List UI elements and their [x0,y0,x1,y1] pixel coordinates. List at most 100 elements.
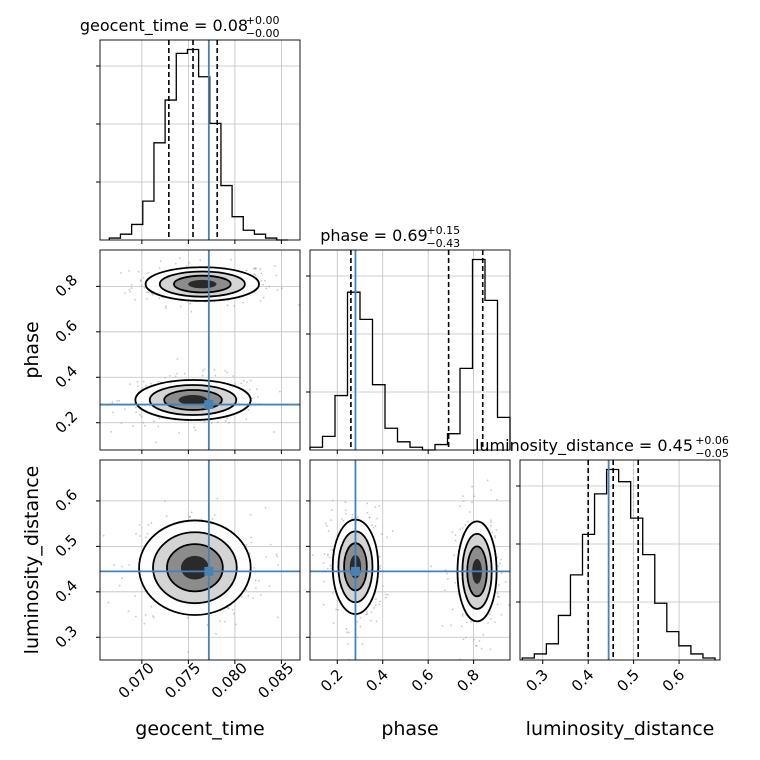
y-tick-label: 0.3 [52,622,82,652]
sample-point [245,543,248,546]
x-tick-label: 0.085 [254,659,297,702]
sample-point [273,264,276,267]
sample-point [490,525,492,527]
sample-point [183,372,186,375]
x-tick-label: 0.080 [208,659,251,702]
sample-point [491,531,494,534]
y-axis-label-luminosity_distance: luminosity_distance [21,466,43,655]
sample-point [157,380,160,383]
sample-point [430,565,433,568]
sample-point [268,285,271,288]
sample-point [254,587,257,589]
sample-point [326,567,329,570]
sample-point [201,374,204,377]
x-axis-label-luminosity_distance: luminosity_distance [526,718,715,740]
y-tick-label: 0.4 [52,362,82,392]
sample-point [189,302,192,305]
sample-point [322,561,325,564]
sample-point [494,536,497,539]
contour-line [163,389,223,411]
sample-point [151,615,154,617]
sample-point [218,620,221,623]
sample-point [249,379,252,382]
sample-point [203,368,206,371]
sample-point [378,555,381,558]
sample-point [327,553,329,556]
sample-point [146,271,149,274]
sample-point [453,554,455,557]
sample-point [120,422,123,425]
sample-point [135,406,137,409]
sample-point [144,424,146,427]
title-sub: −0.00 [246,27,280,40]
sample-point [89,386,91,388]
sample-point [134,595,137,597]
contour-line [173,274,232,294]
sample-point [165,515,168,518]
sample-point [234,383,236,385]
y-tick-label: 0.2 [52,407,82,437]
sample-point [92,560,94,562]
sample-point [332,622,335,625]
sample-point [324,522,327,525]
sample-point [454,581,457,584]
sample-point [378,603,381,606]
sample-point [365,613,368,616]
sample-point [265,555,268,558]
sample-point [193,426,196,429]
panel-geocent_time-luminosity_distance [99,459,301,661]
sample-point [449,624,452,627]
sample-point [128,270,131,272]
sample-point [340,518,343,520]
sample-point [145,297,148,300]
sample-point [249,513,252,516]
sample-point [366,511,369,514]
sample-point [331,548,334,551]
sample-point [124,292,127,294]
sample-point [494,621,496,624]
sample-point [473,638,476,641]
sample-point [127,610,130,613]
sample-point [465,621,468,624]
sample-point [359,625,362,628]
sample-point [369,619,372,622]
sample-point [97,410,99,412]
x-tick-label: 0.6 [408,666,438,696]
diag-panel-phase [309,249,511,451]
histogram-geocent_time [108,48,288,241]
sample-point [179,256,181,259]
sample-point [311,554,314,557]
sample-point [366,502,369,505]
sample-point [461,614,464,617]
sample-point [462,638,465,641]
sample-point [496,498,498,501]
sample-point [504,581,507,583]
sample-point [188,516,191,518]
histogram-phase [309,258,511,451]
panel-geocent_time-phase [99,249,301,451]
sample-point [255,388,258,391]
sample-point [372,526,375,529]
sample-point [140,415,143,418]
x-tick-label: 0.2 [317,666,347,696]
sample-point [135,411,138,414]
sample-point [473,495,476,498]
sample-point [158,417,161,420]
sample-point [385,593,387,596]
sample-point [199,259,202,262]
title-geocent_time: geocent_time = 0.08+0.00−0.00 [80,14,280,40]
sample-point [465,636,467,639]
sample-point [488,613,491,616]
sample-point [490,519,492,522]
sample-point [344,512,347,515]
sample-point [164,307,167,310]
x-tick-label: 0.3 [522,666,552,696]
sample-point [134,298,136,301]
sample-point [210,422,213,425]
sample-point [203,420,206,423]
sample-point [146,532,149,535]
sample-point [256,396,259,398]
sample-point [451,608,454,611]
sample-point [304,543,306,545]
